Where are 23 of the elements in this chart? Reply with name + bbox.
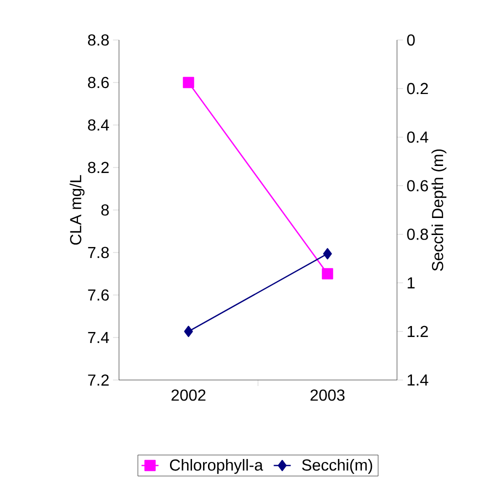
y-tick-label: 7.6 <box>88 289 109 301</box>
y-tick-label: 7.8 <box>88 246 109 258</box>
y-tick-label: 7.4 <box>88 332 110 343</box>
y-tick-label: 8.2 <box>88 162 109 174</box>
y2-tick-label: 1 <box>408 277 415 288</box>
x-tick-label: 2002 <box>172 390 206 401</box>
y2-axis-title: Secchi Depth (m) <box>432 149 446 271</box>
y-tick-label: 7.2 <box>88 374 109 386</box>
y2-tick-label: 0 <box>407 34 415 46</box>
y-tick-label: 8.4 <box>88 119 110 131</box>
y-axis-title: CLA mg/L <box>70 175 84 245</box>
y2-tick-label: 0.6 <box>407 180 428 192</box>
x-tick-label: 2003 <box>310 390 345 401</box>
y2-tick-label: 0.8 <box>407 228 428 240</box>
y-tick-label: 8 <box>101 204 109 216</box>
y2-tick-label: 1.2 <box>408 326 428 337</box>
y2-tick-label: 1.4 <box>408 374 428 386</box>
legend-label: Secchi(m) <box>302 458 372 474</box>
y-tick-label: 8.8 <box>88 34 109 46</box>
y-tick-label: 8.6 <box>88 76 109 88</box>
y2-tick-label: 0.4 <box>407 132 428 143</box>
legend-label: Chlorophyll-a <box>170 458 264 474</box>
y2-tick-label: 0.2 <box>407 82 428 94</box>
